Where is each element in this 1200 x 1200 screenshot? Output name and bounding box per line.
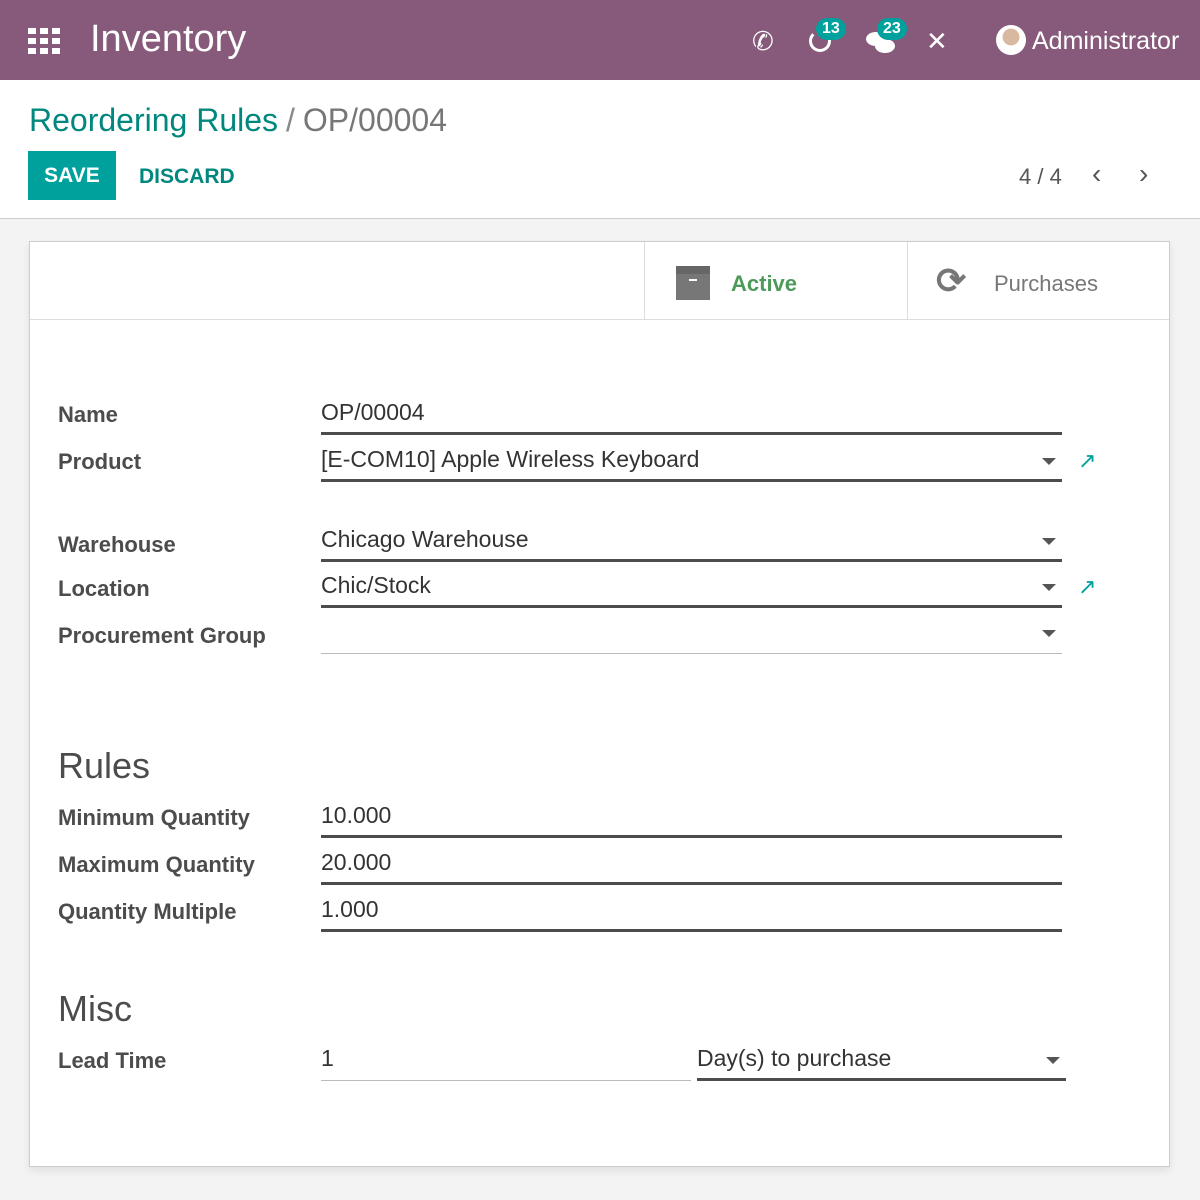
purchases-label: Purchases — [994, 271, 1098, 296]
top-navbar: Inventory ✆ 13 23 ✕ Administrator — [0, 0, 1200, 80]
max-qty-label: Maximum Quantity — [58, 852, 255, 877]
procurement-group-select[interactable] — [321, 614, 1062, 654]
save-button[interactable]: SAVE — [28, 151, 116, 200]
name-input[interactable]: OP/00004 — [321, 395, 1062, 435]
lead-type-value: Day(s) to purchase — [697, 1045, 892, 1071]
warehouse-label: Warehouse — [58, 532, 176, 557]
warehouse-select[interactable]: Chicago Warehouse — [321, 522, 1062, 562]
location-value: Chic/Stock — [321, 572, 431, 598]
archive-icon — [676, 266, 710, 300]
external-link-icon[interactable]: ↗ — [1078, 448, 1097, 473]
procurement-group-label: Procurement Group — [58, 623, 266, 648]
active-toggle-button[interactable]: Active — [644, 242, 907, 319]
activity-badge: 13 — [816, 18, 846, 40]
location-select[interactable]: Chic/Stock — [321, 568, 1062, 608]
external-link-icon[interactable]: ↗ — [1078, 574, 1097, 599]
chevron-left-icon[interactable]: ‹ — [1092, 158, 1102, 189]
lead-type-select[interactable]: Day(s) to purchase — [697, 1041, 1066, 1081]
breadcrumb-current: OP/00004 — [302, 102, 448, 138]
location-label: Location — [58, 576, 150, 601]
messages-badge: 23 — [877, 18, 907, 40]
form-sheet: Active ⟳ Purchases Name OP/00004 Product… — [29, 241, 1170, 1167]
discard-button[interactable]: DISCARD — [139, 165, 235, 188]
caret-down-icon — [1042, 458, 1056, 465]
control-panel: Reordering Rules / OP/00004 SAVE DISCARD 4… — [0, 80, 1200, 219]
caret-down-icon — [1042, 630, 1056, 637]
apps-menu-icon[interactable] — [28, 28, 60, 54]
rules-section-title: Rules — [58, 745, 151, 786]
lead-time-input[interactable]: 1 — [321, 1041, 691, 1081]
min-qty-input[interactable]: 10.000 — [321, 798, 1062, 838]
user-menu[interactable]: Administrator — [1032, 27, 1180, 55]
lead-time-label: Lead Time — [58, 1048, 167, 1073]
name-label: Name — [58, 402, 118, 427]
breadcrumb: Reordering Rules / OP/00004 — [29, 102, 447, 139]
breadcrumb-separator: / — [286, 102, 295, 138]
caret-down-icon — [1042, 584, 1056, 591]
product-select[interactable]: [E-COM10] Apple Wireless Keyboard — [321, 442, 1062, 482]
qty-multiple-input[interactable]: 1.000 — [321, 892, 1062, 932]
purchases-button[interactable]: ⟳ Purchases — [907, 242, 1170, 319]
max-qty-input[interactable]: 20.000 — [321, 845, 1062, 885]
button-box: Active ⟳ Purchases — [30, 242, 1169, 320]
caret-down-icon — [1046, 1057, 1060, 1064]
qty-multiple-label: Quantity Multiple — [58, 899, 237, 924]
tools-icon[interactable]: ✕ — [926, 26, 948, 56]
app-title: Inventory — [90, 18, 247, 60]
pager-value[interactable]: 4 / 4 — [1019, 164, 1062, 189]
caret-down-icon — [1042, 538, 1056, 545]
refresh-icon: ⟳ — [936, 260, 967, 301]
avatar[interactable] — [996, 25, 1026, 55]
chevron-right-icon[interactable]: › — [1139, 158, 1149, 189]
product-value: [E-COM10] Apple Wireless Keyboard — [321, 446, 700, 472]
product-label: Product — [58, 449, 142, 474]
phone-icon[interactable]: ✆ — [752, 26, 774, 56]
active-label: Active — [731, 271, 798, 296]
activity-clock-icon[interactable] — [809, 30, 831, 52]
warehouse-value: Chicago Warehouse — [321, 526, 529, 552]
misc-section-title: Misc — [58, 988, 132, 1029]
breadcrumb-parent[interactable]: Reordering Rules — [29, 102, 279, 138]
min-qty-label: Minimum Quantity — [58, 805, 250, 830]
